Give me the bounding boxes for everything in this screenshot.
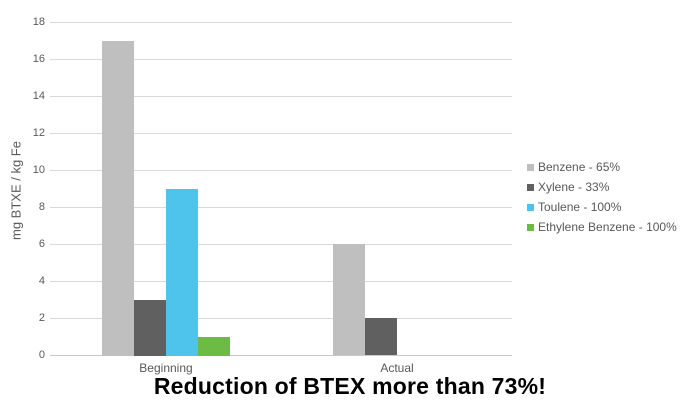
y-tick-label-4: 4 (38, 275, 45, 287)
y-axis-title: mg BTXE / kg Fe (8, 141, 24, 240)
x-category-label-actual: Actual (380, 361, 414, 375)
chart-title: Reduction of BTEX more than 73%! (153, 373, 547, 399)
legend-marker-xylene (527, 183, 534, 191)
legend-item-xylene: Xylene - 33% (527, 177, 677, 197)
gridline-y-14 (50, 96, 512, 97)
legend-marker-ethylene-benzene (527, 223, 534, 231)
y-tick-label-6: 6 (38, 238, 45, 250)
bar-toulene-beginning (166, 189, 198, 356)
x-axis-line (50, 355, 512, 356)
gridline-y-12 (50, 133, 512, 134)
y-tick-label-12: 12 (32, 127, 45, 139)
y-tick-label-18: 18 (32, 16, 45, 28)
legend-item-benzene: Benzene - 65% (527, 157, 677, 177)
x-category-label-beginning: Beginning (139, 361, 193, 375)
legend-label: Ethylene Benzene - 100% (538, 220, 677, 234)
legend-label: Benzene - 65% (538, 160, 621, 174)
legend-marker-benzene (527, 163, 534, 171)
gridline-y-18 (50, 22, 512, 23)
bar-benzene-beginning (102, 41, 134, 356)
bar-xylene-beginning (134, 300, 166, 356)
y-tick-label-14: 14 (32, 90, 45, 102)
y-tick-label-10: 10 (32, 164, 45, 176)
bar-ethylene-benzene-beginning (198, 337, 230, 356)
y-tick-label-16: 16 (32, 53, 45, 65)
gridline-y-2 (50, 318, 512, 319)
gridline-y-6 (50, 244, 512, 245)
gridline-y-4 (50, 281, 512, 282)
y-tick-label-0: 0 (38, 349, 45, 361)
legend-marker-toulene (527, 203, 534, 211)
legend: Benzene - 65% Xylene - 33% Toulene - 100% E… (527, 157, 677, 237)
gridline-y-16 (50, 59, 512, 60)
legend-item-toulene: Toulene - 100% (527, 197, 677, 217)
bar-benzene-actual (333, 244, 365, 355)
gridline-y-8 (50, 207, 512, 208)
legend-label: Xylene - 33% (538, 180, 610, 194)
y-tick-label-8: 8 (38, 201, 45, 213)
legend-item-ethylene-benzene: Ethylene Benzene - 100% (527, 217, 677, 237)
gridline-y-10 (50, 170, 512, 171)
y-tick-label-2: 2 (38, 312, 45, 324)
legend-label: Toulene - 100% (538, 200, 622, 214)
bar-xylene-actual (365, 318, 397, 355)
